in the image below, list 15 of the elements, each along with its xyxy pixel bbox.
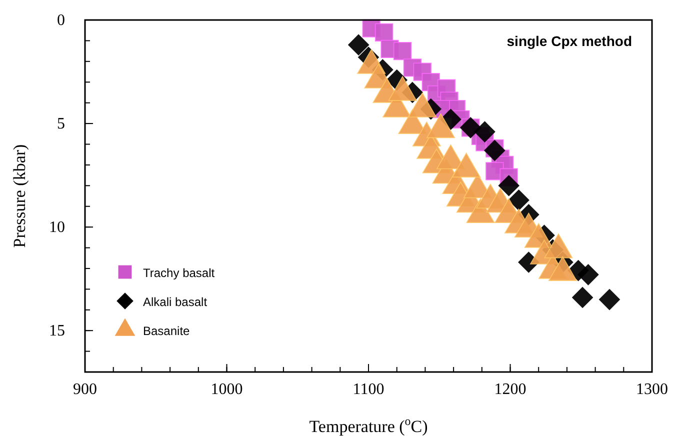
y-tick-label: 5 [57, 116, 65, 133]
y-tick-label: 10 [49, 219, 65, 236]
x-tick-label: 900 [73, 381, 97, 398]
legend-label: Basanite [143, 324, 190, 338]
x-tick-label: 1200 [494, 381, 526, 398]
y-tick-label: 0 [57, 12, 65, 29]
x-tick-label: 1300 [636, 381, 668, 398]
x-tick-label: 1000 [210, 381, 243, 398]
y-axis-title: Pressure (kbar) [10, 144, 29, 248]
legend-label: Alkali basalt [143, 295, 208, 309]
x-axis-title: Temperature ($^{o}$C) [309, 414, 428, 436]
text: single Cpx method [506, 33, 632, 49]
x-tick-label: 1100 [352, 381, 384, 398]
legend-label: Trachy basalt [143, 266, 216, 280]
y-tick-label: 15 [49, 322, 65, 340]
